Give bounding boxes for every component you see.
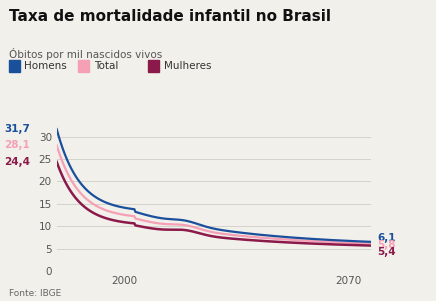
Text: Taxa de mortalidade infantil no Brasil: Taxa de mortalidade infantil no Brasil bbox=[9, 9, 331, 24]
Text: Mulheres: Mulheres bbox=[164, 61, 211, 71]
Text: 24,4: 24,4 bbox=[4, 157, 30, 167]
Text: 5,4: 5,4 bbox=[378, 247, 396, 257]
Text: 6,1: 6,1 bbox=[378, 233, 396, 243]
Text: Óbitos por mil nascidos vivos: Óbitos por mil nascidos vivos bbox=[9, 48, 162, 60]
Text: 28,1: 28,1 bbox=[4, 140, 30, 150]
Text: Total: Total bbox=[94, 61, 118, 71]
Text: 31,7: 31,7 bbox=[4, 124, 30, 134]
Text: Homens: Homens bbox=[24, 61, 67, 71]
Text: 5,8: 5,8 bbox=[378, 240, 396, 250]
Text: Fonte: IBGE: Fonte: IBGE bbox=[9, 289, 61, 298]
